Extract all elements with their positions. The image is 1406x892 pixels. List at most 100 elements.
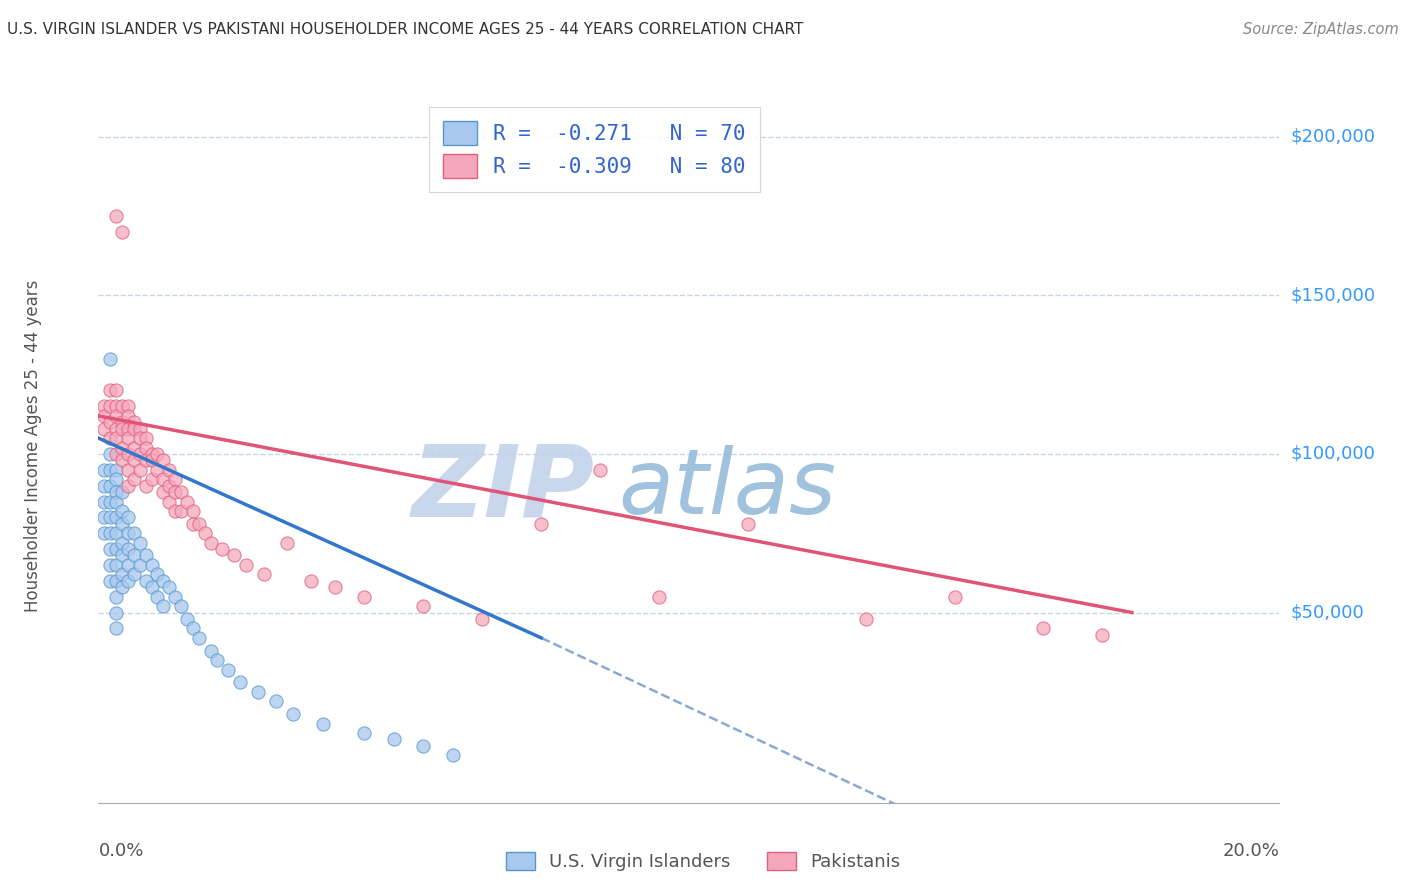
- Point: [141, 558, 163, 572]
- Text: U.S. VIRGIN ISLANDER VS PAKISTANI HOUSEHOLDER INCOME AGES 25 - 44 YEARS CORRELAT: U.S. VIRGIN ISLANDER VS PAKISTANI HOUSEH…: [7, 22, 803, 37]
- Point: [98, 494, 121, 508]
- Point: [117, 542, 139, 557]
- Point: [146, 590, 169, 604]
- Point: [135, 574, 157, 588]
- Point: [98, 558, 121, 572]
- Point: [93, 400, 115, 414]
- Point: [194, 526, 217, 541]
- Point: [93, 510, 115, 524]
- Point: [98, 384, 121, 398]
- Point: [105, 447, 128, 461]
- Point: [105, 574, 128, 588]
- Point: [224, 549, 246, 563]
- Point: [111, 504, 134, 518]
- Point: [648, 590, 671, 604]
- Text: $150,000: $150,000: [1291, 286, 1375, 304]
- Point: [122, 415, 145, 429]
- Text: $200,000: $200,000: [1291, 128, 1375, 145]
- Point: [117, 431, 139, 445]
- Point: [181, 621, 204, 635]
- Point: [93, 478, 115, 492]
- Point: [111, 567, 134, 582]
- Point: [135, 431, 157, 445]
- Point: [98, 478, 121, 492]
- Point: [299, 574, 322, 588]
- Point: [93, 409, 115, 423]
- Point: [93, 421, 115, 435]
- Point: [229, 675, 252, 690]
- Point: [135, 453, 157, 467]
- Point: [93, 463, 115, 477]
- Point: [111, 485, 134, 500]
- Point: [141, 453, 163, 467]
- Point: [264, 694, 287, 708]
- Point: [117, 558, 139, 572]
- Point: [117, 526, 139, 541]
- Point: [111, 516, 134, 531]
- Point: [98, 447, 121, 461]
- Point: [471, 612, 494, 626]
- Point: [855, 612, 877, 626]
- Point: [122, 549, 145, 563]
- Point: [105, 510, 128, 524]
- Point: [187, 631, 209, 645]
- Point: [98, 400, 121, 414]
- Point: [382, 732, 405, 747]
- Point: [312, 716, 335, 731]
- Point: [93, 494, 115, 508]
- Point: [412, 599, 434, 614]
- Point: [128, 558, 150, 572]
- Point: [181, 516, 204, 531]
- Point: [146, 447, 169, 461]
- Point: [122, 526, 145, 541]
- Point: [122, 567, 145, 582]
- Text: $100,000: $100,000: [1291, 445, 1375, 463]
- Text: Source: ZipAtlas.com: Source: ZipAtlas.com: [1243, 22, 1399, 37]
- Point: [98, 415, 121, 429]
- Point: [105, 463, 128, 477]
- Point: [111, 453, 134, 467]
- Point: [111, 441, 134, 455]
- Text: Householder Income Ages 25 - 44 years: Householder Income Ages 25 - 44 years: [24, 280, 42, 612]
- Point: [165, 485, 187, 500]
- Point: [111, 415, 134, 429]
- Point: [117, 574, 139, 588]
- Point: [98, 351, 121, 366]
- Point: [98, 526, 121, 541]
- Text: atlas: atlas: [619, 445, 837, 533]
- Point: [141, 447, 163, 461]
- Point: [105, 485, 128, 500]
- Point: [135, 478, 157, 492]
- Text: ZIP: ZIP: [412, 441, 595, 537]
- Point: [105, 384, 128, 398]
- Point: [111, 535, 134, 549]
- Point: [1032, 621, 1054, 635]
- Point: [111, 225, 134, 239]
- Point: [117, 409, 139, 423]
- Point: [105, 590, 128, 604]
- Text: $50,000: $50,000: [1291, 604, 1364, 622]
- Point: [105, 542, 128, 557]
- Point: [105, 409, 128, 423]
- Point: [253, 567, 276, 582]
- Point: [152, 599, 174, 614]
- Point: [246, 685, 269, 699]
- Point: [128, 421, 150, 435]
- Point: [170, 599, 193, 614]
- Point: [412, 739, 434, 753]
- Point: [200, 643, 222, 657]
- Point: [170, 485, 193, 500]
- Point: [111, 580, 134, 594]
- Point: [105, 431, 128, 445]
- Point: [98, 574, 121, 588]
- Point: [152, 485, 174, 500]
- Legend: R =  -0.271   N = 70, R =  -0.309   N = 80: R = -0.271 N = 70, R = -0.309 N = 80: [429, 107, 761, 193]
- Point: [200, 535, 222, 549]
- Point: [135, 441, 157, 455]
- Point: [117, 510, 139, 524]
- Point: [135, 549, 157, 563]
- Point: [152, 574, 174, 588]
- Point: [117, 400, 139, 414]
- Point: [105, 526, 128, 541]
- Point: [152, 472, 174, 486]
